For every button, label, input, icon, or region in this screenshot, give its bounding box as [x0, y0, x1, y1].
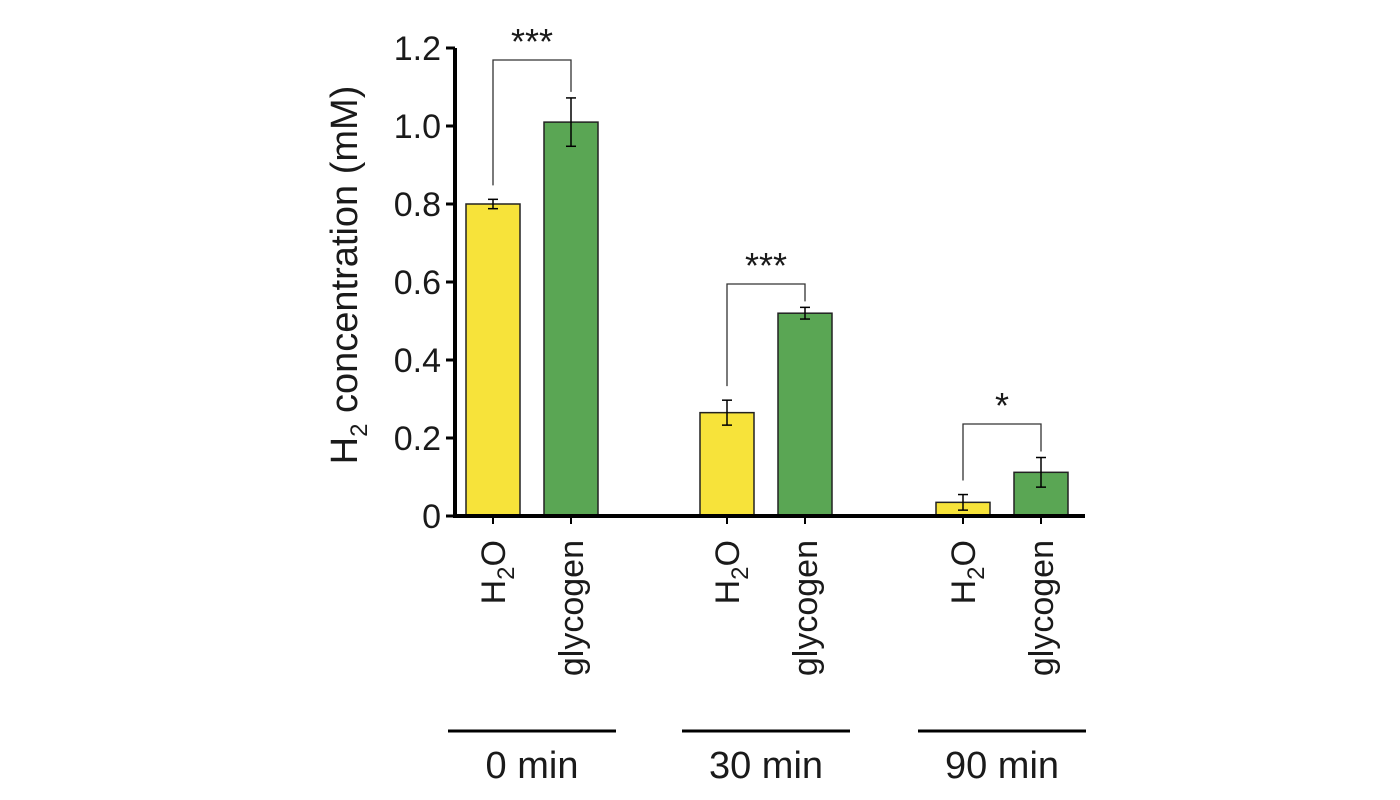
- significance-stars: ***: [745, 245, 787, 286]
- significance-layer: *******: [492, 21, 1042, 481]
- y-tick-label: 0.4: [394, 342, 441, 380]
- significance-stars: ***: [511, 21, 553, 62]
- y-tick-label: 1.0: [394, 108, 441, 146]
- y-axis-title-subscript: 2: [346, 424, 373, 437]
- category-labels: H2O glycogen H2O glycogen H2O glycogen: [475, 540, 1061, 676]
- significance-bracket: [962, 423, 1042, 481]
- category-label-glycogen: glycogen: [787, 540, 825, 676]
- group-label: 90 min: [945, 745, 1059, 787]
- significance-bracket: [492, 59, 572, 186]
- group-labels: 0 min 30 min 90 min: [448, 729, 1086, 787]
- y-tick-label: 0.6: [394, 264, 441, 302]
- group-label: 0 min: [486, 745, 579, 787]
- y-axis-title-rest: concentration (mM): [324, 86, 366, 424]
- category-label-h2o: H2O: [709, 540, 754, 604]
- bar-glycogen: [777, 312, 833, 517]
- bar-h2o: [699, 411, 755, 517]
- group-label: 30 min: [709, 745, 823, 787]
- y-tick-label: 0.2: [394, 420, 441, 458]
- y-axis: 0 0.2 0.4 0.6 0.8 1.0 1.2: [394, 30, 457, 536]
- y-tick-label: 0: [422, 498, 441, 536]
- category-label-glycogen: glycogen: [1023, 540, 1061, 676]
- category-label-h2o: H2O: [475, 540, 520, 604]
- y-tick-label: 0.8: [394, 186, 441, 224]
- category-label-h2o: H2O: [945, 540, 990, 604]
- bar-h2o: [465, 203, 521, 517]
- y-axis-title-prefix: H: [324, 437, 366, 464]
- y-tick-label: 1.2: [394, 30, 441, 68]
- bars-layer: [465, 97, 1069, 517]
- bar-glycogen: [543, 121, 599, 517]
- x-axis: [455, 514, 1085, 524]
- significance-bracket: [726, 283, 806, 387]
- category-label-glycogen: glycogen: [553, 540, 591, 676]
- y-axis-title: H2 concentration (mM): [324, 86, 373, 465]
- significance-stars: *: [995, 385, 1009, 426]
